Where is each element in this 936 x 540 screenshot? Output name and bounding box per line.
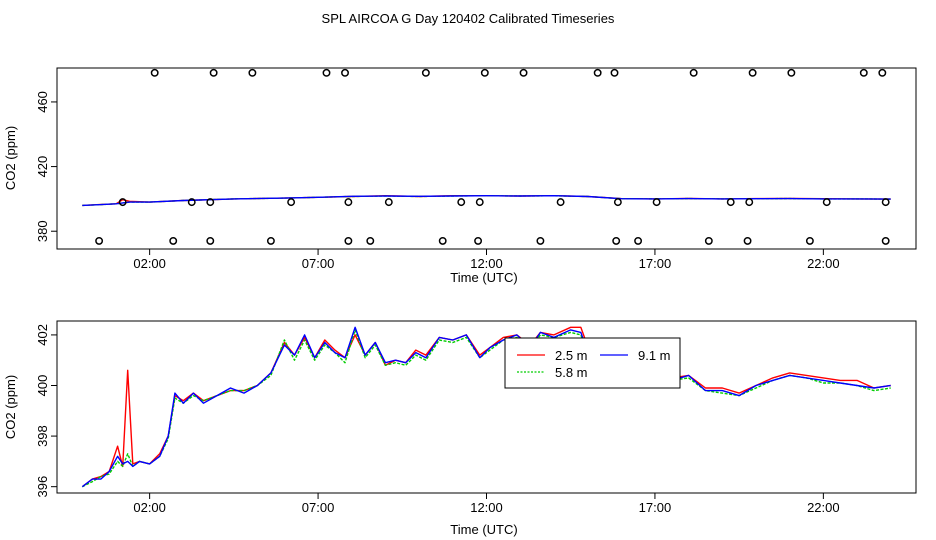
top-x-tick-label: 12:00: [470, 256, 503, 271]
top-panel: 02:00 07:00 12:00 17:00 22:00 380 420 460 Time…: [3, 67, 917, 285]
bottom-x-tick-label: 07:00: [302, 500, 335, 515]
top-x-tick-label: 02:00: [133, 256, 166, 271]
top-scatter-point: [859, 68, 868, 77]
top-scatter-point: [743, 236, 752, 245]
bottom-x-axis-label: Time (UTC): [450, 522, 517, 537]
bottom-y-axis: 396 398 400 402: [35, 324, 58, 498]
top-x-axis-label: Time (UTC): [450, 270, 517, 285]
top-scatter-point: [187, 198, 196, 207]
top-scatter-point: [344, 198, 353, 207]
top-series-9.1m: [82, 194, 891, 207]
top-scatter-point: [805, 236, 814, 245]
bottom-y-tick-label: 398: [35, 425, 50, 447]
bottom-y-axis-label: CO2 (ppm): [3, 375, 18, 439]
top-scatter-point: [206, 198, 215, 207]
top-y-tick-label: 420: [35, 156, 50, 178]
legend-label-5.8m: 5.8 m: [555, 365, 588, 380]
top-scatter-point: [209, 68, 218, 77]
top-scatter-point: [745, 198, 754, 207]
top-scatter-point: [475, 198, 484, 207]
top-scatter-point: [384, 198, 393, 207]
bottom-y-tick-label: 396: [35, 476, 50, 498]
bottom-panel: 02:00 07:00 12:00 17:00 22:00 396 398 400 402 2…: [3, 320, 917, 537]
top-scatter-point: [169, 236, 178, 245]
bottom-series-lines: [81, 326, 891, 488]
top-x-tick-label: 17:00: [639, 256, 672, 271]
bottom-x-tick-label: 17:00: [639, 500, 672, 515]
top-scatter-point: [787, 68, 796, 77]
top-scatter-point: [366, 236, 375, 245]
top-scatter-points: [95, 68, 890, 245]
top-scatter-point: [556, 198, 565, 207]
bottom-plot-frame: [56, 320, 917, 494]
top-scatter-point: [519, 68, 528, 77]
top-scatter-point: [634, 236, 643, 245]
bottom-series-9.1m: [81, 326, 891, 488]
bottom-y-tick-label: 400: [35, 375, 50, 397]
bottom-x-tick-label: 22:00: [807, 500, 840, 515]
top-x-tick-label: 22:00: [807, 256, 840, 271]
top-scatter-point: [878, 68, 887, 77]
top-x-axis: 02:00 07:00 12:00 17:00 22:00: [133, 248, 840, 271]
top-scatter-point: [536, 236, 545, 245]
top-scatter-point: [881, 236, 890, 245]
top-scatter-point: [438, 236, 447, 245]
top-scatter-point: [457, 198, 466, 207]
legend-label-9.1m: 9.1 m: [638, 348, 671, 363]
bottom-x-axis: 02:00 07:00 12:00 17:00 22:00: [133, 492, 840, 515]
top-scatter-point: [726, 198, 735, 207]
top-scatter-point: [652, 198, 661, 207]
top-scatter-point: [613, 198, 622, 207]
top-scatter-point: [287, 198, 296, 207]
top-y-axis-label: CO2 (ppm): [3, 126, 18, 190]
top-scatter-point: [689, 68, 698, 77]
chart-title: SPL AIRCOA G Day 120402 Calibrated Times…: [322, 11, 615, 26]
top-y-tick-label: 460: [35, 91, 50, 113]
top-scatter-point: [421, 68, 430, 77]
legend-box: [504, 337, 681, 389]
top-scatter-point: [341, 68, 349, 77]
top-scatter-point: [95, 236, 104, 245]
top-scatter-point: [704, 236, 713, 245]
top-y-tick-label: 380: [35, 220, 50, 242]
top-scatter-point: [206, 236, 215, 245]
top-y-axis: 380 420 460: [35, 91, 58, 242]
top-scatter-point: [612, 236, 621, 245]
top-series-lines: [82, 194, 891, 207]
bottom-x-tick-label: 02:00: [133, 500, 166, 515]
top-plot-frame: [56, 67, 917, 250]
top-scatter-point: [266, 236, 275, 245]
bottom-series-5.8m: [81, 329, 891, 488]
top-scatter-point: [474, 236, 483, 245]
top-scatter-point: [610, 68, 619, 77]
bottom-y-tick-label: 402: [35, 324, 50, 346]
legend: 2.5 m 9.1 m 5.8 m: [504, 337, 681, 389]
top-scatter-point: [118, 198, 127, 207]
top-scatter-point: [150, 68, 159, 77]
top-scatter-point: [344, 236, 353, 245]
legend-label-2.5m: 2.5 m: [555, 348, 588, 363]
top-x-tick-label: 07:00: [302, 256, 335, 271]
top-scatter-point: [822, 198, 831, 207]
top-scatter-point: [881, 198, 890, 207]
top-scatter-point: [748, 68, 757, 77]
top-scatter-point: [248, 68, 257, 77]
bottom-x-tick-label: 12:00: [470, 500, 503, 515]
top-scatter-point: [593, 68, 602, 77]
top-scatter-point: [322, 68, 331, 77]
top-scatter-point: [480, 68, 489, 77]
